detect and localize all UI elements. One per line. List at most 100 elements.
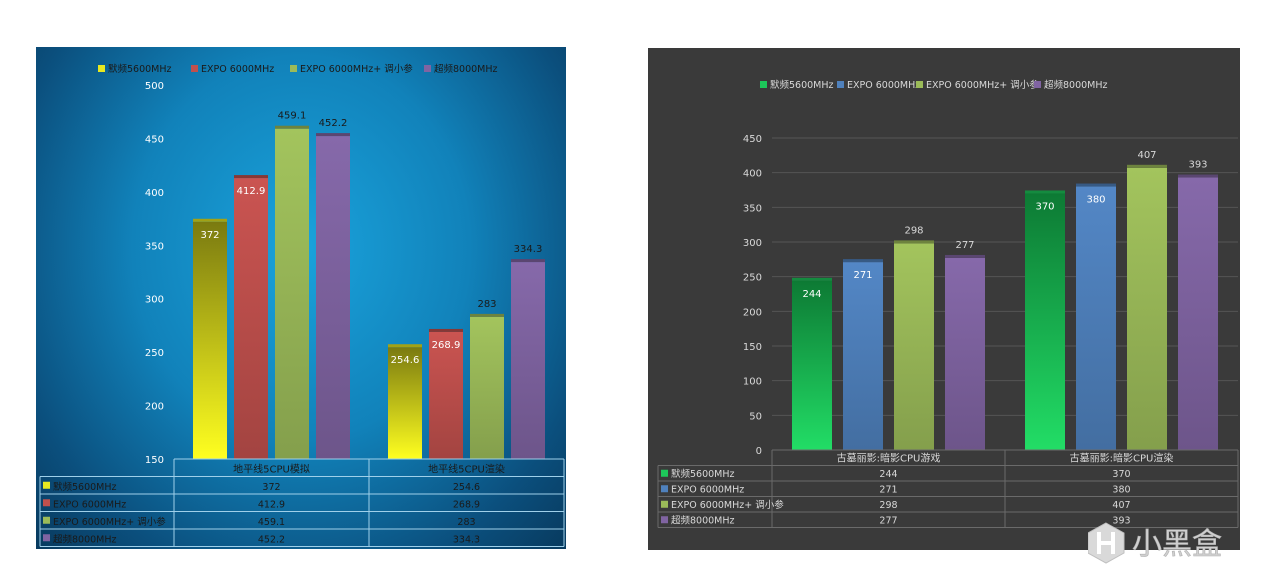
legend-entry: EXPO 6000MHz — [847, 80, 920, 91]
bar-top-edge — [193, 218, 227, 222]
watermark-text: 小黑盒 — [1132, 527, 1222, 562]
y-tick-label: 50 — [749, 411, 762, 422]
y-tick-label: 150 — [145, 455, 164, 466]
legend-entry: 超频8000MHz — [434, 63, 498, 75]
table-cell-value: 393 — [1112, 516, 1130, 527]
table-legend-swatch — [43, 534, 50, 542]
legend-entry: EXPO 6000MHz — [201, 64, 274, 75]
table-legend-swatch — [661, 469, 668, 477]
bar-top-edge — [470, 313, 504, 317]
chart-panel-right: 0 50 100 150 200 250 300 350 400 450 默频5600MHz EXPO… — [648, 48, 1240, 550]
table-series-name: EXPO 6000MHz+ 调小参 — [671, 499, 784, 511]
data-label: 244 — [802, 289, 821, 300]
bar-top-edge — [843, 259, 883, 263]
x-category-label: 地平线5CPU渲染 — [428, 463, 505, 476]
bar-top-edge — [792, 277, 832, 281]
table-series-name: EXPO 6000MHz — [53, 500, 126, 511]
table-series-name: 默频5600MHz — [53, 481, 117, 493]
table-cell-value: 334.3 — [453, 535, 480, 546]
bar-top-edge — [275, 125, 309, 129]
bar — [316, 136, 350, 460]
bar — [275, 128, 309, 459]
table-legend-swatch — [661, 516, 668, 524]
heybox-logo-icon: 小黑盒 — [1088, 522, 1222, 564]
data-label: 459.1 — [278, 111, 307, 122]
legend-swatch — [760, 81, 767, 88]
bar-top-edge — [1178, 174, 1218, 178]
bar-top-edge — [1076, 183, 1116, 187]
data-label: 283 — [477, 299, 496, 310]
bar — [843, 262, 883, 450]
table-cell-value: 244 — [879, 469, 897, 480]
watermark: 小黑盒 — [1088, 518, 1248, 568]
legend-swatch — [916, 81, 923, 88]
y-tick-label: 250 — [145, 348, 164, 359]
legend-entry: 超频8000MHz — [1044, 79, 1108, 91]
bar-top-edge — [511, 259, 545, 263]
bar — [193, 221, 227, 459]
legend-swatch — [837, 81, 844, 88]
bar-top-edge — [1127, 164, 1167, 168]
y-tick-label: 300 — [743, 238, 762, 249]
table-series-name: 默频5600MHz — [671, 468, 735, 480]
legend-swatch — [1034, 81, 1041, 88]
data-label: 393 — [1188, 160, 1207, 171]
x-category-label: 古墓丽影:暗影CPU游戏 — [837, 452, 941, 465]
bar-top-edge — [388, 344, 422, 348]
legend-swatch — [290, 65, 297, 72]
x-category-label: 古墓丽影:暗影CPU渲染 — [1070, 452, 1174, 465]
table-legend-swatch — [43, 481, 50, 489]
data-label: 277 — [955, 240, 974, 251]
table-cell-value: 271 — [879, 485, 897, 496]
table-legend-swatch — [43, 499, 50, 507]
y-tick-label: 200 — [145, 402, 164, 413]
table-cell-value: 254.6 — [453, 482, 480, 493]
table-legend-swatch — [661, 500, 668, 508]
data-label: 372 — [200, 230, 219, 241]
table-cell-value: 407 — [1112, 500, 1130, 511]
bar — [1178, 177, 1218, 450]
bar — [511, 262, 545, 459]
bar — [945, 257, 985, 450]
y-tick-label: 450 — [145, 134, 164, 145]
bar — [894, 243, 934, 450]
chart-panel-left: 150 200 250 300 350 400 450 500 默频5600MHz EXPO 60… — [36, 47, 566, 549]
table-cell-value: 372 — [262, 482, 280, 493]
data-label: 334.3 — [514, 244, 543, 255]
legend-swatch — [191, 65, 198, 72]
y-tick-label: 400 — [145, 188, 164, 199]
y-tick-label: 150 — [743, 342, 762, 353]
bar — [234, 178, 268, 459]
legend-entry: EXPO 6000MHz+ 调小参 — [926, 79, 1039, 91]
legend-entry: 默频5600MHz — [770, 79, 834, 91]
legend-swatch — [98, 65, 105, 72]
bar — [1127, 167, 1167, 450]
bar — [429, 331, 463, 459]
table-cell-value: 370 — [1112, 469, 1130, 480]
table-series-name: 超频8000MHz — [53, 534, 117, 546]
y-tick-label: 450 — [743, 134, 762, 145]
bar-top-edge — [945, 254, 985, 258]
y-tick-label: 350 — [145, 241, 164, 252]
table-series-name: EXPO 6000MHz — [671, 485, 744, 496]
y-tick-label: 350 — [743, 203, 762, 214]
bar — [1076, 186, 1116, 451]
data-label: 380 — [1086, 195, 1105, 206]
data-label: 370 — [1035, 201, 1054, 212]
data-label: 271 — [853, 270, 872, 281]
bar-top-edge — [234, 175, 268, 179]
table-legend-swatch — [43, 516, 50, 524]
bar — [470, 316, 504, 459]
data-label: 407 — [1137, 150, 1156, 161]
bar-top-edge — [316, 133, 350, 137]
bar — [792, 280, 832, 450]
table-series-name: 超频8000MHz — [671, 515, 735, 527]
legend-entry: EXPO 6000MHz+ 调小参 — [300, 63, 413, 75]
x-category-label: 地平线5CPU模拟 — [233, 463, 310, 476]
y-tick-label: 100 — [743, 377, 762, 388]
y-tick-label: 500 — [145, 81, 164, 92]
y-tick-label: 300 — [145, 295, 164, 306]
data-label: 298 — [904, 225, 923, 236]
y-tick-label: 250 — [743, 273, 762, 284]
data-label: 268.9 — [432, 340, 461, 351]
